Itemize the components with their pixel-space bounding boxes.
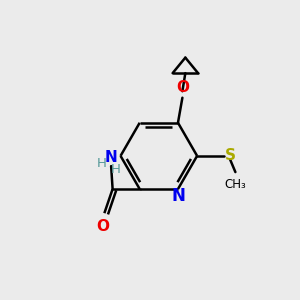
Text: S: S (225, 148, 236, 163)
Text: N: N (105, 150, 118, 165)
Text: H: H (111, 163, 121, 176)
Text: CH₃: CH₃ (224, 178, 246, 191)
Text: N: N (171, 187, 185, 205)
Text: O: O (96, 219, 110, 234)
Text: O: O (176, 80, 189, 95)
Text: H: H (97, 157, 106, 169)
